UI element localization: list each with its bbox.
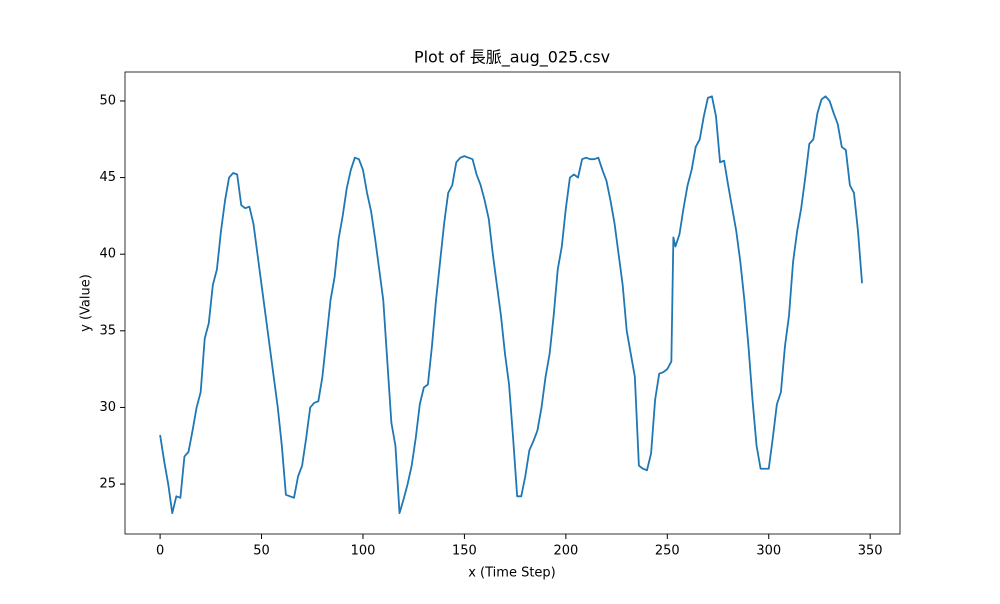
- x-tick-label: 100: [351, 544, 376, 559]
- y-axis-label: y (Value): [79, 274, 94, 332]
- x-tick-label: 350: [858, 544, 883, 559]
- x-axis-label: x (Time Step): [468, 566, 556, 581]
- x-tick-label: 50: [253, 544, 270, 559]
- y-tick-label: 30: [99, 400, 116, 415]
- y-tick-label: 35: [99, 323, 116, 338]
- y-tick-label: 45: [99, 170, 116, 185]
- y-tick-label: 40: [99, 247, 116, 262]
- y-tick-label: 50: [99, 93, 116, 108]
- x-tick-label: 300: [756, 544, 781, 559]
- plot-frame: [124, 71, 901, 535]
- x-tick-label: 150: [452, 544, 477, 559]
- x-tick-label: 250: [655, 544, 680, 559]
- data-line: [159, 95, 863, 515]
- chart-title: Plot of 長脈_aug_025.csv: [414, 48, 610, 68]
- x-tick-label: 0: [156, 544, 164, 559]
- x-tick-label: 200: [553, 544, 578, 559]
- y-tick-label: 25: [99, 477, 116, 492]
